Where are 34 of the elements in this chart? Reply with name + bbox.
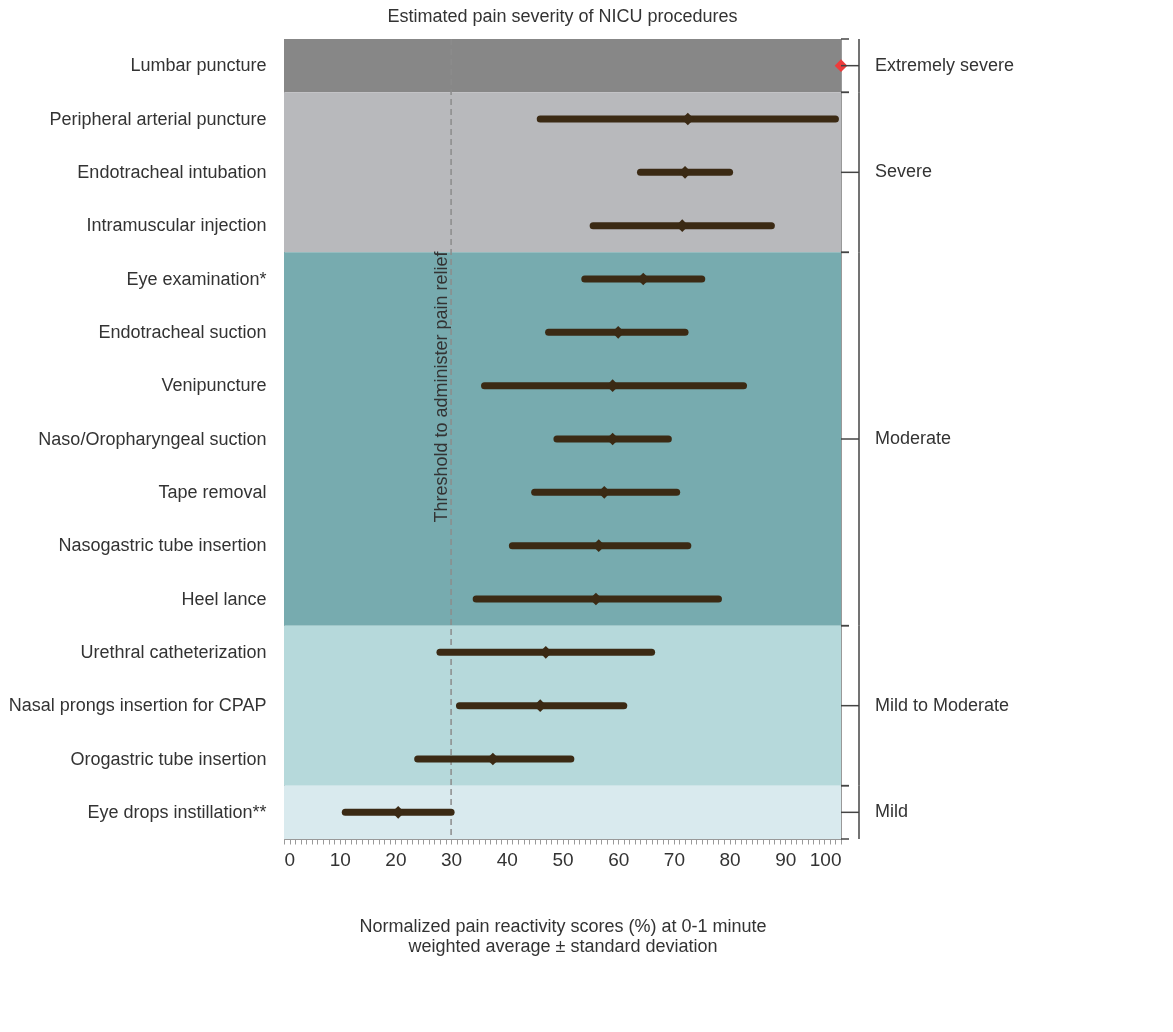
band-label: Mild [875,801,909,822]
y-tick-label: Peripheral arterial puncture [49,108,267,129]
x-tick-label: 0 [284,848,296,870]
y-tick-label: Nasal prongs insertion for CPAP [8,695,267,716]
y-tick-label: Naso/Oropharyngeal suction [38,428,267,449]
ref-line-label: Threshold to administer pain relief [431,250,452,523]
y-tick-label: Orogastric tube insertion [70,748,267,769]
band-label: Moderate [875,428,952,448]
band-label: Severe [875,161,933,182]
band-label: Mild to Moderate [875,694,1010,715]
y-tick-label: Heel lance [181,588,267,609]
y-tick-label: Nasogastric tube insertion [58,535,267,556]
y-tick-label: Endotracheal intubation [77,161,267,182]
y-tick-label: Lumbar puncture [130,55,267,76]
y-tick-label: Intramuscular injection [86,215,267,236]
y-tick-label: Eye examination* [126,268,267,289]
x-tick-label: 90 [775,848,797,870]
y-tick-label: Eye drops instillation** [87,801,267,822]
y-tick-label: Tape removal [158,481,267,502]
x-tick-label: 10 [329,848,351,870]
y-tick-label: Urethral catheterization [80,641,267,662]
x-tick-label: 60 [608,848,630,870]
x-tick-label: 80 [719,848,741,870]
band-label: Extremely severe [875,54,1015,75]
x-tick-label: 100 [809,848,842,870]
y-tick-label: Endotracheal suction [98,321,267,342]
x-axis-title: Normalized pain reactivity scores (%) at 0-1 minute weighted average ± standard deviation [359,915,767,956]
x-tick-label: 40 [496,848,518,870]
x-tick-label: 70 [663,848,685,870]
x-tick-label: 20 [385,848,407,870]
x-tick-label: 50 [552,848,574,870]
y-tick-label: Venipuncture [161,375,267,396]
x-tick-label: 30 [441,848,463,870]
chart-title: Estimated pain severity of NICU procedures [387,6,738,27]
